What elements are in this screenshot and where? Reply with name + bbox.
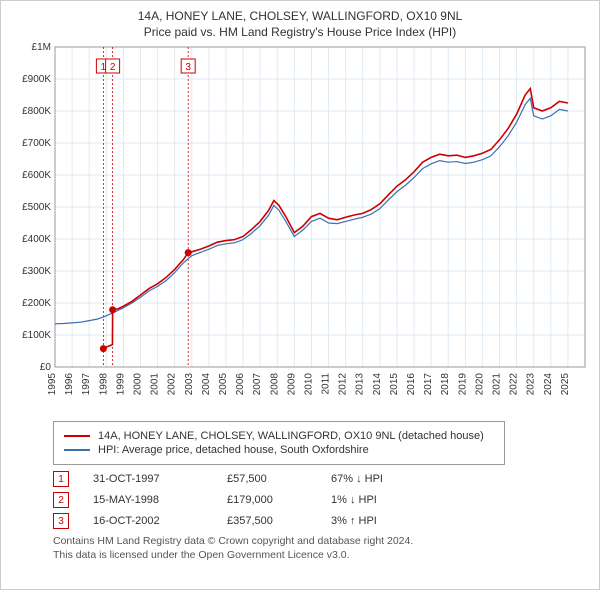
svg-text:3: 3 bbox=[185, 62, 191, 73]
svg-text:2001: 2001 bbox=[150, 373, 161, 396]
event-date: 31-OCT-1997 bbox=[93, 473, 203, 485]
svg-text:2023: 2023 bbox=[526, 373, 537, 396]
svg-text:2018: 2018 bbox=[440, 373, 451, 396]
svg-text:2003: 2003 bbox=[184, 373, 195, 396]
event-delta: 3% ↑ HPI bbox=[331, 515, 421, 527]
svg-text:2010: 2010 bbox=[303, 373, 314, 396]
svg-text:2006: 2006 bbox=[235, 373, 246, 396]
svg-text:2004: 2004 bbox=[201, 373, 212, 396]
legend-label: HPI: Average price, detached house, Sout… bbox=[98, 444, 369, 456]
svg-text:1996: 1996 bbox=[64, 373, 75, 396]
svg-text:£600K: £600K bbox=[22, 170, 51, 181]
event-price: £57,500 bbox=[227, 473, 307, 485]
event-date: 16-OCT-2002 bbox=[93, 515, 203, 527]
svg-text:£400K: £400K bbox=[22, 234, 51, 245]
legend-row: 14A, HONEY LANE, CHOLSEY, WALLINGFORD, O… bbox=[64, 430, 494, 442]
price-chart: £0 £100K £200K £300K £400K £500K £600K £700K £80… bbox=[9, 43, 591, 413]
svg-text:2011: 2011 bbox=[321, 373, 332, 395]
svg-text:2015: 2015 bbox=[389, 373, 400, 396]
svg-text:2016: 2016 bbox=[406, 373, 417, 396]
event-row: 3 16-OCT-2002 £357,500 3% ↑ HPI bbox=[53, 513, 591, 529]
svg-text:£900K: £900K bbox=[22, 74, 51, 85]
svg-text:2022: 2022 bbox=[509, 373, 520, 396]
legend-swatch bbox=[64, 449, 90, 451]
svg-text:2008: 2008 bbox=[269, 373, 280, 396]
event-marker: 2 bbox=[53, 492, 69, 508]
svg-text:2024: 2024 bbox=[543, 373, 554, 396]
footer-attribution: Contains HM Land Registry data © Crown c… bbox=[53, 535, 591, 562]
event-row: 1 31-OCT-1997 £57,500 67% ↓ HPI bbox=[53, 471, 591, 487]
svg-text:1995: 1995 bbox=[47, 373, 58, 396]
svg-text:1999: 1999 bbox=[115, 373, 126, 396]
svg-text:£100K: £100K bbox=[22, 330, 51, 341]
chart-titles: 14A, HONEY LANE, CHOLSEY, WALLINGFORD, O… bbox=[9, 9, 591, 39]
event-delta: 67% ↓ HPI bbox=[331, 473, 421, 485]
svg-text:2014: 2014 bbox=[372, 373, 383, 396]
chart-area: £0 £100K £200K £300K £400K £500K £600K £700K £80… bbox=[9, 43, 591, 413]
svg-text:2019: 2019 bbox=[457, 373, 468, 396]
svg-text:2017: 2017 bbox=[423, 373, 434, 396]
events-table: 1 31-OCT-1997 £57,500 67% ↓ HPI 2 15-MAY-1998… bbox=[53, 471, 591, 529]
svg-text:2020: 2020 bbox=[474, 373, 485, 396]
event-price: £357,500 bbox=[227, 515, 307, 527]
legend-label: 14A, HONEY LANE, CHOLSEY, WALLINGFORD, O… bbox=[98, 430, 484, 442]
footer-line-2: This data is licensed under the Open Gov… bbox=[53, 549, 591, 563]
svg-text:2013: 2013 bbox=[355, 373, 366, 396]
svg-text:£800K: £800K bbox=[22, 106, 51, 117]
event-marker: 1 bbox=[53, 471, 69, 487]
svg-text:2021: 2021 bbox=[492, 373, 503, 396]
svg-text:2005: 2005 bbox=[218, 373, 229, 396]
legend-swatch bbox=[64, 435, 90, 437]
svg-text:£200K: £200K bbox=[22, 298, 51, 309]
svg-text:2012: 2012 bbox=[338, 373, 349, 396]
footer-line-1: Contains HM Land Registry data © Crown c… bbox=[53, 535, 591, 549]
event-row: 2 15-MAY-1998 £179,000 1% ↓ HPI bbox=[53, 492, 591, 508]
svg-text:2007: 2007 bbox=[252, 373, 263, 396]
title-address: 14A, HONEY LANE, CHOLSEY, WALLINGFORD, O… bbox=[9, 9, 591, 23]
svg-text:£700K: £700K bbox=[22, 138, 51, 149]
event-price: £179,000 bbox=[227, 494, 307, 506]
svg-text:2025: 2025 bbox=[560, 373, 571, 396]
event-date: 15-MAY-1998 bbox=[93, 494, 203, 506]
title-subtitle: Price paid vs. HM Land Registry's House … bbox=[9, 25, 591, 39]
svg-text:£300K: £300K bbox=[22, 266, 51, 277]
svg-text:£500K: £500K bbox=[22, 202, 51, 213]
svg-text:1998: 1998 bbox=[98, 373, 109, 396]
event-marker: 3 bbox=[53, 513, 69, 529]
svg-text:2009: 2009 bbox=[286, 373, 297, 396]
svg-text:£1M: £1M bbox=[32, 43, 51, 53]
svg-text:2002: 2002 bbox=[167, 373, 178, 396]
svg-text:2: 2 bbox=[110, 62, 116, 73]
legend: 14A, HONEY LANE, CHOLSEY, WALLINGFORD, O… bbox=[53, 421, 505, 465]
event-delta: 1% ↓ HPI bbox=[331, 494, 421, 506]
svg-text:2000: 2000 bbox=[132, 373, 143, 396]
svg-text:£0: £0 bbox=[40, 362, 52, 373]
legend-row: HPI: Average price, detached house, Sout… bbox=[64, 444, 494, 456]
svg-text:1997: 1997 bbox=[81, 373, 92, 396]
